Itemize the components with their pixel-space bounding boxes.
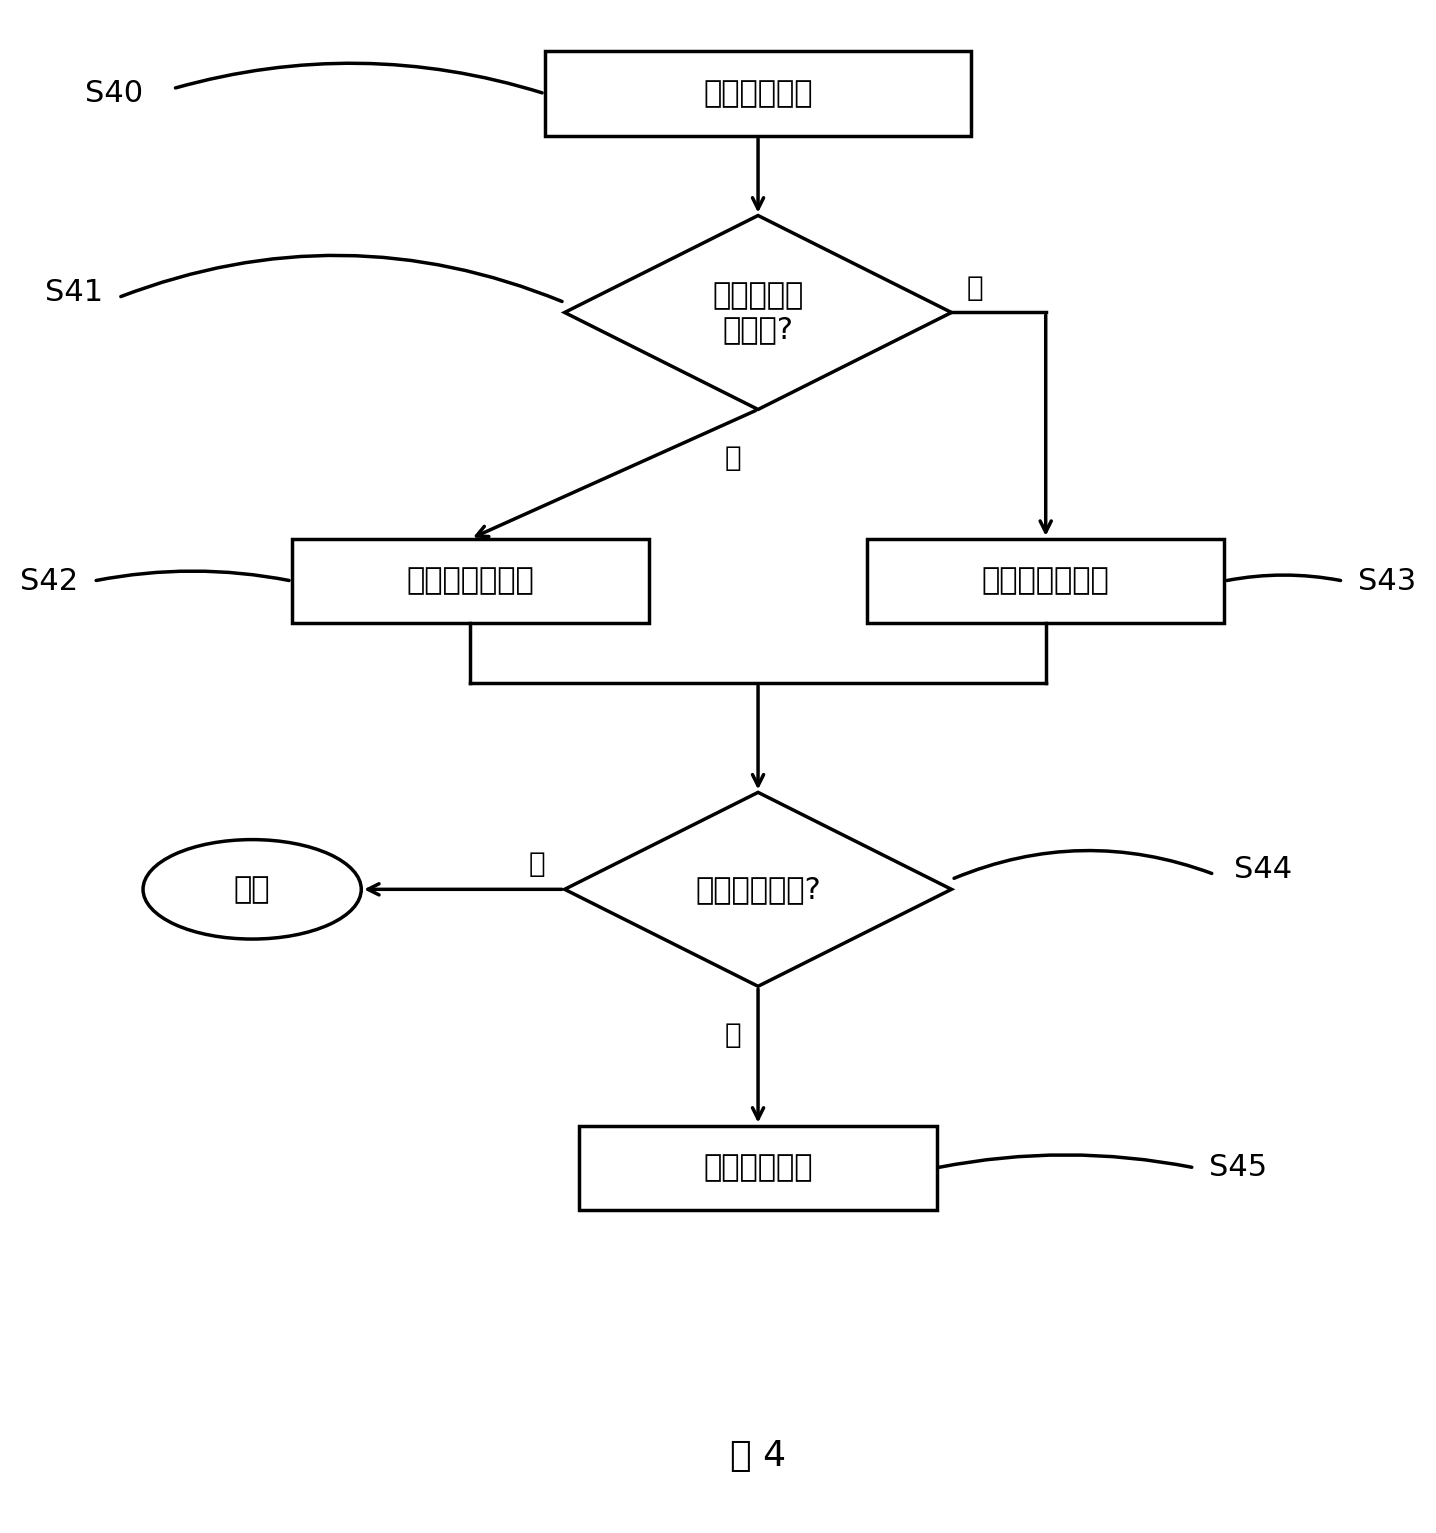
Text: 取纸是否成功?: 取纸是否成功? [695,875,821,904]
Polygon shape [564,793,952,986]
Text: S45: S45 [1209,1153,1268,1182]
Bar [544,52,971,136]
Text: S40: S40 [85,80,144,109]
Text: 图 4: 图 4 [729,1439,785,1473]
Bar [867,538,1225,624]
Text: S44: S44 [1234,855,1292,885]
Polygon shape [564,216,952,409]
Text: S41: S41 [46,277,103,307]
Text: 以第四速度取纸: 以第四速度取纸 [406,567,534,595]
Bar [580,1125,936,1210]
Text: 是否高于即
定温度?: 是否高于即 定温度? [712,281,804,343]
Ellipse shape [144,840,362,940]
Text: S43: S43 [1358,567,1416,595]
Text: 以第五速度取纸: 以第五速度取纸 [982,567,1110,595]
Text: 第六速度取纸: 第六速度取纸 [704,1153,813,1182]
Text: 否: 否 [966,273,984,302]
Text: 是: 是 [528,851,544,878]
Text: S42: S42 [20,567,79,595]
Text: 否: 否 [725,1021,741,1049]
Text: 是: 是 [725,445,741,472]
Text: 检测环境温度: 检测环境温度 [704,80,813,109]
Bar [292,538,649,624]
Text: 结束: 结束 [234,875,270,904]
